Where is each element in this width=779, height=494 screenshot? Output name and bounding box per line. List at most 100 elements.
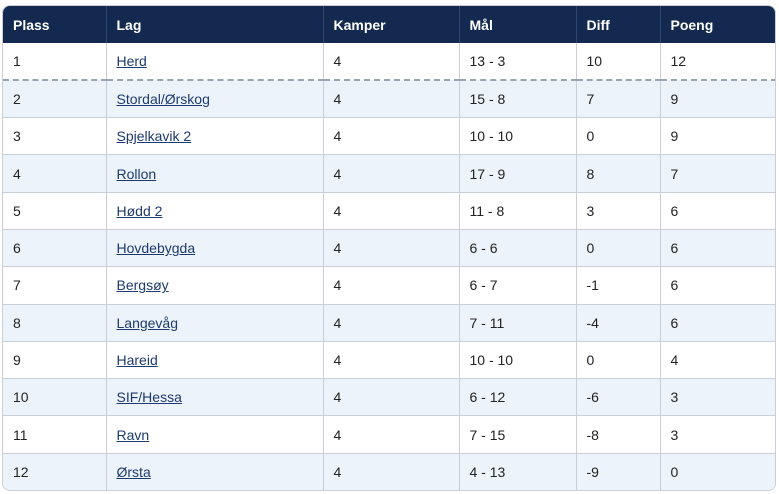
cell-plass: 7 [3,266,107,305]
cell-lag: Ravn [106,415,324,454]
team-link[interactable]: Hovdebygda [116,240,196,257]
table-row: 10 SIF/Hessa 4 6 - 12 -6 3 [3,378,775,417]
cell-diff: 10 [576,43,661,82]
team-link[interactable]: SIF/Hessa [116,389,182,406]
cell-kamper: 4 [323,43,460,82]
header-lag: Lag [106,6,324,43]
cell-maal: 10 - 10 [459,341,577,380]
team-link[interactable]: Rollon [116,165,157,182]
cell-lag: Hødd 2 [106,192,324,230]
cell-lag: Stordal/Ørskog [106,80,324,119]
standings-table: Plass Lag Kamper Mål Diff Poeng 1 Herd 4 13… [3,6,775,490]
cell-lag: Herd [106,43,324,82]
cell-diff: -8 [576,415,661,454]
cell-lag: Bergsøy [106,266,324,305]
cell-diff: -1 [576,266,661,305]
cell-poeng: 0 [660,453,775,490]
cell-diff: 7 [576,80,661,119]
cell-kamper: 4 [323,266,460,305]
team-link[interactable]: Ørsta [116,464,151,481]
cell-maal: 6 - 7 [459,266,577,305]
cell-poeng: 3 [660,378,775,417]
cell-plass: 12 [3,453,107,490]
cell-plass: 8 [3,304,107,342]
cell-plass: 9 [3,341,107,380]
cell-poeng: 7 [660,154,775,193]
cell-poeng: 6 [660,192,775,230]
cell-kamper: 4 [323,378,460,417]
header-diff: Diff [576,6,661,43]
cell-lag: SIF/Hessa [106,378,324,417]
cell-lag: Spjelkavik 2 [106,117,324,156]
header-kamper: Kamper [323,6,460,43]
standings-table-container: Plass Lag Kamper Mål Diff Poeng 1 Herd 4 13… [2,5,776,491]
cell-kamper: 4 [323,117,460,156]
cell-kamper: 4 [323,154,460,193]
cell-maal: 4 - 13 [459,453,577,490]
cell-diff: 8 [576,154,661,193]
team-link[interactable]: Hødd 2 [116,202,163,219]
cell-plass: 1 [3,43,107,82]
cell-maal: 7 - 15 [459,415,577,454]
header-row: Plass Lag Kamper Mål Diff Poeng [3,6,775,43]
cell-plass: 3 [3,117,107,156]
team-link[interactable]: Spjelkavik 2 [116,128,192,145]
cell-diff: -6 [576,378,661,417]
team-link[interactable]: Langevåg [116,314,179,331]
cell-kamper: 4 [323,415,460,454]
cell-diff: -9 [576,453,661,490]
cell-lag: Langevåg [106,304,324,342]
cell-poeng: 9 [660,117,775,156]
cell-poeng: 9 [660,80,775,119]
cell-maal: 6 - 12 [459,378,577,417]
header-plass: Plass [3,6,107,43]
cell-diff: 0 [576,229,661,268]
table-row: 1 Herd 4 13 - 3 10 12 [3,43,775,82]
team-link[interactable]: Hareid [116,352,158,369]
cell-poeng: 6 [660,229,775,268]
cell-maal: 15 - 8 [459,80,577,119]
cell-diff: 3 [576,192,661,230]
cell-poeng: 6 [660,304,775,342]
cell-plass: 5 [3,192,107,230]
cell-lag: Hareid [106,341,324,380]
cell-maal: 11 - 8 [459,192,577,230]
team-link[interactable]: Bergsøy [116,277,169,294]
cell-poeng: 6 [660,266,775,305]
cell-poeng: 12 [660,43,775,82]
team-link[interactable]: Stordal/Ørskog [116,91,210,108]
cell-maal: 17 - 9 [459,154,577,193]
cell-diff: -4 [576,304,661,342]
cell-maal: 13 - 3 [459,43,577,82]
table-row: 3 Spjelkavik 2 4 10 - 10 0 9 [3,117,775,156]
cell-poeng: 4 [660,341,775,380]
table-row: 9 Hareid 4 10 - 10 0 4 [3,341,775,380]
table-row: 7 Bergsøy 4 6 - 7 -1 6 [3,266,775,305]
cell-kamper: 4 [323,192,460,230]
table-row: 12 Ørsta 4 4 - 13 -9 0 [3,453,775,490]
team-link[interactable]: Herd [116,53,147,70]
cell-plass: 2 [3,80,107,119]
cell-kamper: 4 [323,453,460,490]
cell-kamper: 4 [323,341,460,380]
header-poeng: Poeng [660,6,775,43]
table-row: 11 Ravn 4 7 - 15 -8 3 [3,415,775,454]
header-maal: Mål [459,6,577,43]
cell-maal: 6 - 6 [459,229,577,268]
cell-plass: 11 [3,415,107,454]
cell-plass: 4 [3,154,107,193]
table-header: Plass Lag Kamper Mål Diff Poeng [3,6,775,43]
team-link[interactable]: Ravn [116,426,150,443]
cell-diff: 0 [576,117,661,156]
cell-kamper: 4 [323,229,460,268]
cell-kamper: 4 [323,304,460,342]
cell-diff: 0 [576,341,661,380]
cell-plass: 10 [3,378,107,417]
cell-maal: 7 - 11 [459,304,577,342]
cell-lag: Rollon [106,154,324,193]
